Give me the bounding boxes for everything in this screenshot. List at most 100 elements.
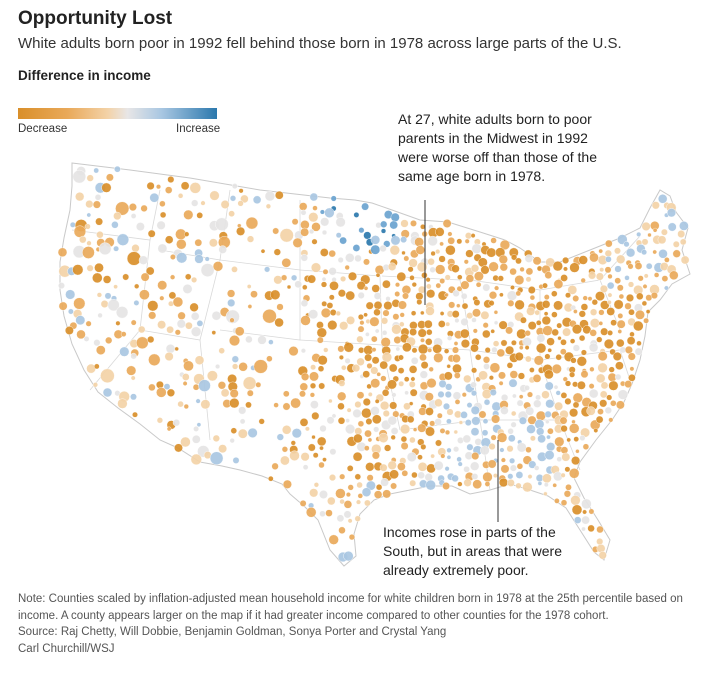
county-dot bbox=[526, 424, 536, 434]
county-dot bbox=[572, 344, 581, 352]
county-dot bbox=[363, 285, 369, 291]
county-dot bbox=[85, 200, 94, 209]
county-dot bbox=[588, 383, 595, 389]
county-dot bbox=[617, 312, 624, 319]
county-dot bbox=[515, 482, 522, 489]
county-dot bbox=[516, 463, 524, 470]
county-dot bbox=[408, 365, 418, 374]
county-dot bbox=[409, 328, 417, 336]
county-dot bbox=[454, 318, 460, 324]
county-dot bbox=[561, 452, 571, 462]
county-dot bbox=[159, 295, 165, 301]
county-dot bbox=[471, 367, 478, 374]
county-dot bbox=[387, 262, 397, 271]
county-dot bbox=[404, 390, 409, 396]
county-dot bbox=[212, 261, 224, 272]
county-dot bbox=[343, 342, 354, 353]
county-dot bbox=[364, 353, 372, 362]
county-dot bbox=[572, 324, 583, 335]
county-dot bbox=[456, 456, 462, 462]
county-dot bbox=[189, 302, 199, 312]
county-dot bbox=[411, 282, 417, 288]
county-dot bbox=[573, 309, 578, 314]
county-dot bbox=[607, 299, 612, 305]
county-dot bbox=[435, 249, 441, 255]
county-dot bbox=[456, 303, 461, 308]
county-dot bbox=[506, 478, 515, 487]
county-dot bbox=[415, 292, 424, 301]
county-dot bbox=[300, 254, 308, 262]
county-dot bbox=[328, 249, 336, 258]
county-dot bbox=[614, 373, 622, 381]
county-dot bbox=[597, 408, 604, 415]
county-dot bbox=[311, 222, 321, 232]
county-dot bbox=[172, 419, 181, 427]
county-dot bbox=[352, 244, 361, 252]
county-dot bbox=[438, 255, 446, 263]
county-dot bbox=[573, 436, 580, 442]
county-dot bbox=[425, 306, 435, 316]
county-dot bbox=[447, 231, 453, 237]
county-dot bbox=[614, 277, 622, 285]
county-dot bbox=[593, 428, 599, 433]
county-dot bbox=[380, 228, 387, 234]
county-dot bbox=[306, 507, 317, 518]
county-dot bbox=[418, 344, 429, 355]
county-dot bbox=[403, 255, 410, 262]
county-dot bbox=[339, 498, 345, 505]
county-dot bbox=[424, 392, 434, 402]
county-dot bbox=[106, 173, 114, 182]
county-dot bbox=[346, 465, 354, 472]
county-dot bbox=[569, 423, 580, 434]
county-dot bbox=[394, 291, 401, 297]
county-dot bbox=[189, 182, 202, 194]
county-dot bbox=[514, 299, 525, 310]
county-dot bbox=[498, 371, 506, 380]
county-dot bbox=[147, 300, 159, 312]
county-dot bbox=[176, 238, 187, 250]
county-dot bbox=[542, 473, 552, 484]
county-dot bbox=[72, 169, 87, 184]
county-dot bbox=[507, 299, 515, 307]
county-dot bbox=[522, 482, 533, 493]
county-dot bbox=[541, 390, 550, 399]
county-dot bbox=[354, 401, 362, 409]
county-dot bbox=[509, 267, 517, 276]
county-dot bbox=[354, 473, 361, 480]
county-dot bbox=[533, 399, 542, 408]
county-dot bbox=[395, 346, 401, 352]
county-dot bbox=[499, 239, 511, 251]
county-dot bbox=[458, 420, 464, 425]
county-dot bbox=[328, 267, 337, 276]
county-dot bbox=[483, 363, 490, 370]
county-dot bbox=[615, 361, 624, 371]
county-dot bbox=[427, 235, 438, 247]
county-dot bbox=[472, 479, 483, 490]
county-dot bbox=[388, 363, 398, 373]
county-dot bbox=[425, 338, 433, 346]
county-dot bbox=[307, 443, 316, 452]
county-dot bbox=[446, 418, 452, 425]
county-dot bbox=[166, 388, 176, 397]
county-dot bbox=[200, 263, 215, 277]
county-dot bbox=[329, 309, 337, 316]
county-dot bbox=[543, 482, 549, 488]
county-dot bbox=[429, 420, 436, 427]
county-dot bbox=[610, 319, 617, 327]
county-dot bbox=[380, 401, 390, 411]
county-dot bbox=[319, 248, 329, 257]
county-dot bbox=[487, 459, 497, 469]
county-dot bbox=[192, 383, 200, 391]
county-dot bbox=[344, 357, 351, 364]
county-dot bbox=[362, 398, 371, 407]
county-dot bbox=[408, 258, 418, 268]
county-dot bbox=[370, 366, 379, 375]
county-dot bbox=[65, 289, 76, 300]
county-dot bbox=[544, 271, 553, 280]
county-dot bbox=[493, 320, 499, 325]
county-dot bbox=[499, 263, 508, 272]
county-dot bbox=[430, 250, 436, 257]
county-dot bbox=[616, 400, 625, 410]
county-dot bbox=[191, 326, 202, 337]
county-dot bbox=[596, 336, 603, 343]
